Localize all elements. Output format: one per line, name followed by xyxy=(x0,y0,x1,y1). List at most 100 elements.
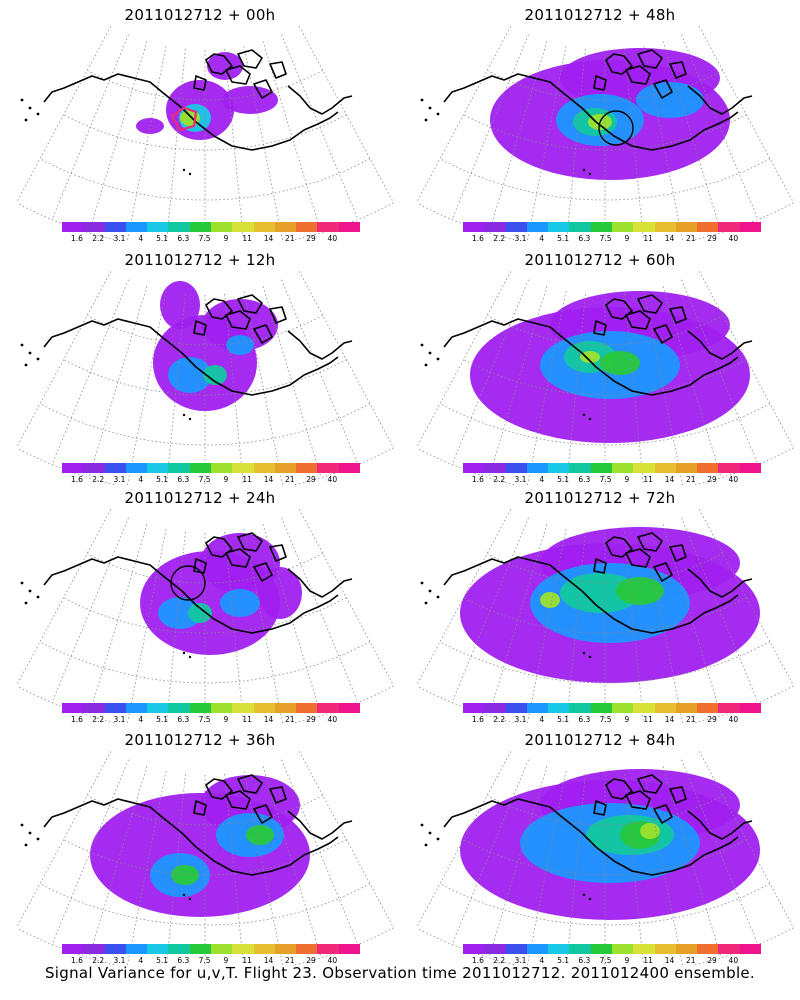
panel-title: 2011012712 + 72h xyxy=(524,489,676,507)
colorbar-tick-label: 4 xyxy=(138,956,144,965)
colorbar-tick-label: 6.3 xyxy=(177,234,190,243)
colorbar-segment xyxy=(189,222,211,232)
colorbar-tick-label: 7.5 xyxy=(198,234,211,243)
latitude-line xyxy=(87,553,324,584)
longitude-line xyxy=(88,286,148,478)
figure-caption: Signal Variance for u,v,T. Flight 23. Ob… xyxy=(44,964,756,982)
island xyxy=(182,413,186,417)
colorbar-segment xyxy=(83,944,105,954)
colorbar-segment xyxy=(718,463,740,473)
coastline xyxy=(20,774,353,901)
colorbar-labels: 1.6 2.2 3.1 4 5.1 6.3 7.5 9 11 14 21 29 40 xyxy=(463,956,761,966)
colorbar-tick-label: 29 xyxy=(306,475,316,484)
colorbar-tick-label: 11 xyxy=(242,715,252,724)
colorbar-tick-label: 40 xyxy=(728,234,739,243)
coastline-segment xyxy=(43,318,183,354)
colorbar-segment xyxy=(526,703,549,713)
longitude-line xyxy=(298,26,394,203)
longitude-line xyxy=(643,529,683,723)
map-panel-60h: 2011012712 + 60h xyxy=(400,245,800,485)
longitude-line xyxy=(488,766,548,958)
colorbar-tick-label: 4 xyxy=(138,234,144,243)
colorbar-segment xyxy=(232,463,254,473)
island xyxy=(205,536,233,558)
longitude-line xyxy=(243,46,283,240)
colorbar-tick-label: 3.1 xyxy=(514,234,527,243)
colorbar-segment xyxy=(317,222,339,232)
colorbar-segment xyxy=(296,463,318,473)
island xyxy=(428,106,432,110)
island xyxy=(20,343,24,347)
colorbar-segment xyxy=(569,944,591,954)
island xyxy=(20,581,24,585)
longitude-line xyxy=(416,26,512,203)
longitude-line xyxy=(243,291,283,485)
variance-contour xyxy=(636,82,704,118)
island xyxy=(269,786,287,804)
colorbar-tick-label: 7.5 xyxy=(599,715,612,724)
latitude-line xyxy=(463,114,747,151)
island xyxy=(436,357,440,361)
island xyxy=(582,893,586,897)
colorbar-segment xyxy=(611,703,634,713)
colorbar-tick-label: 4 xyxy=(539,234,545,243)
longitude-line xyxy=(243,771,283,965)
island xyxy=(653,804,673,824)
colorbar-tick-label: 11 xyxy=(242,475,252,484)
variance-contour xyxy=(600,351,640,375)
island xyxy=(428,351,432,355)
island xyxy=(188,655,192,659)
island xyxy=(424,118,428,122)
longitude-line xyxy=(527,529,567,723)
variance-contour xyxy=(258,567,302,619)
island xyxy=(193,800,207,816)
island xyxy=(225,548,251,568)
colorbar-segment xyxy=(739,944,761,954)
colorbar-segment xyxy=(718,944,740,954)
longitude-line xyxy=(662,286,722,478)
map-plot xyxy=(416,26,794,240)
latitude-line xyxy=(16,447,394,485)
colorbar-segment xyxy=(463,463,485,473)
colorbar-tick-label: 2.2 xyxy=(493,234,506,243)
colorbar xyxy=(62,222,360,232)
colorbar-tick-label: 21 xyxy=(685,956,696,965)
colorbar-tick-label: 1.6 xyxy=(471,234,484,243)
latitude-line xyxy=(487,315,724,346)
longitude-line xyxy=(127,529,167,723)
colorbar xyxy=(463,944,761,954)
island xyxy=(637,294,663,314)
colorbar-tick-label: 14 xyxy=(664,715,675,724)
island xyxy=(269,544,287,562)
island xyxy=(24,843,28,847)
coastline-segment xyxy=(181,352,339,396)
island xyxy=(24,363,28,367)
colorbar xyxy=(463,463,761,473)
island xyxy=(424,601,428,605)
colorbar-tick-label: 2.2 xyxy=(92,475,105,484)
longitude-line xyxy=(416,271,512,448)
colorbar-tick-label: 3.1 xyxy=(514,956,527,965)
longitude-line xyxy=(566,48,586,240)
island xyxy=(637,49,663,69)
colorbar-tick-label: 14 xyxy=(263,475,274,484)
colorbar-segment xyxy=(463,703,485,713)
colorbar-segment xyxy=(697,463,719,473)
longitude-line xyxy=(16,509,112,686)
colorbar-tick-label: 29 xyxy=(707,715,717,724)
colorbar-segment xyxy=(62,944,84,954)
island xyxy=(24,118,28,122)
island xyxy=(424,363,428,367)
longitude-line xyxy=(298,509,394,686)
colorbar-tick-label: 4 xyxy=(539,956,545,965)
colorbar-tick-label: 11 xyxy=(242,956,252,965)
island xyxy=(582,413,586,417)
colorbar-segment xyxy=(697,222,719,232)
colorbar-tick-label: 4 xyxy=(138,475,144,484)
colorbar-tick-label: 3.1 xyxy=(113,475,126,484)
colorbar-tick-label: 29 xyxy=(707,234,717,243)
island xyxy=(669,61,687,79)
coastline-segment xyxy=(43,73,183,109)
variance-contour xyxy=(200,775,300,835)
coastline-segment xyxy=(687,568,753,598)
